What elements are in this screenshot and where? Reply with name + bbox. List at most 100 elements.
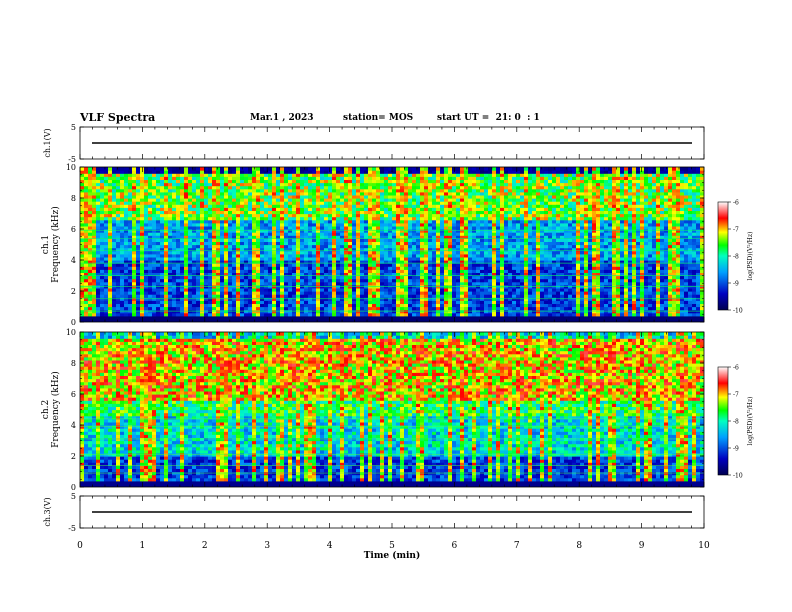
spectrogram-cell xyxy=(108,194,113,199)
spectrogram-cell xyxy=(420,315,425,320)
spectrogram-cell xyxy=(332,315,337,320)
spectrogram-cell xyxy=(364,244,369,249)
spectrogram-cell xyxy=(132,287,137,292)
spectrogram-cell xyxy=(396,194,401,199)
spectrogram-cell xyxy=(292,179,297,184)
spectrogram-cell xyxy=(116,182,121,187)
spectrogram-cell xyxy=(360,225,365,230)
spectrogram-cell xyxy=(120,287,125,292)
spectrogram-cell xyxy=(208,250,213,255)
spectrogram-cell xyxy=(468,198,473,202)
spectrogram-cell xyxy=(400,235,405,239)
spectrogram-cell xyxy=(196,272,201,277)
spectrogram-cell xyxy=(108,235,113,239)
spectrogram-cell xyxy=(296,306,301,311)
spectrogram-cell xyxy=(96,287,101,292)
spectrogram-cell xyxy=(424,207,429,211)
spectrogram-cell xyxy=(284,312,289,317)
spectrogram-cell xyxy=(96,244,101,249)
spectrogram-cell xyxy=(356,216,361,221)
spectrogram-cell xyxy=(256,182,261,187)
spectrogram-cell xyxy=(172,269,177,273)
spectrogram-cell xyxy=(280,207,285,211)
spectrogram-cell xyxy=(84,260,89,264)
spectrogram-cell xyxy=(140,247,145,252)
spectrogram-cell xyxy=(280,269,285,273)
spectrogram-cell xyxy=(300,232,305,236)
spectrogram-cell xyxy=(304,173,309,177)
spectrogram-cell xyxy=(84,198,89,202)
spectrogram-cell xyxy=(388,198,393,202)
spectrogram-cell xyxy=(216,250,221,255)
spectrogram-cell xyxy=(96,188,101,193)
spectrogram-cell xyxy=(236,176,241,180)
spectrogram-cell xyxy=(264,315,269,320)
spectrogram-cell xyxy=(84,222,89,227)
spectrogram-cell xyxy=(176,263,181,267)
spectrogram-cell xyxy=(296,238,301,242)
spectrogram-cell xyxy=(244,167,249,171)
spectrogram-cell xyxy=(448,170,453,174)
spectrogram-cell xyxy=(144,272,149,277)
spectrogram-cell xyxy=(456,173,461,177)
spectrogram-cell xyxy=(172,232,177,236)
spectrogram-cell xyxy=(348,244,353,249)
spectrogram-cell xyxy=(136,269,141,273)
spectrogram-cell xyxy=(384,275,389,280)
spectrogram-cell xyxy=(340,315,345,320)
spectrogram-cell xyxy=(408,222,413,227)
spectrogram-cell xyxy=(368,235,373,239)
spectrogram-cell xyxy=(404,238,409,242)
spectrogram-cell xyxy=(292,225,297,230)
spectrogram-cell xyxy=(340,213,345,218)
spectrogram-cell xyxy=(188,250,193,255)
spectrogram-cell xyxy=(272,275,277,280)
spectrogram-cell xyxy=(160,244,165,249)
spectrogram-cell xyxy=(420,216,425,221)
spectrogram-cell xyxy=(396,182,401,187)
spectrogram-cell xyxy=(200,210,205,215)
spectrogram-cell xyxy=(264,204,269,208)
spectrogram-cell xyxy=(308,312,313,317)
spectrogram-cell xyxy=(420,204,425,208)
spectrogram-cell xyxy=(184,303,189,308)
spectrogram-cell xyxy=(288,182,293,187)
spectrogram-cell xyxy=(84,207,89,211)
spectrogram-cell xyxy=(112,182,117,187)
spectrogram-cell xyxy=(352,287,357,292)
spectrogram-cell xyxy=(192,235,197,239)
spectrogram-cell xyxy=(88,256,93,261)
spectrogram-cell xyxy=(416,260,421,264)
spectrogram-cell xyxy=(180,247,185,252)
spectrogram-cell xyxy=(192,294,197,298)
spectrogram-cell xyxy=(420,179,425,184)
spectrogram-cell xyxy=(256,179,261,184)
spectrogram-cell xyxy=(240,185,245,190)
spectrogram-cell xyxy=(460,275,465,280)
spectrogram-cell xyxy=(384,194,389,199)
spectrogram-cell xyxy=(400,173,405,177)
spectrogram-cell xyxy=(248,179,253,184)
spectrogram-cell xyxy=(344,225,349,230)
spectrogram-cell xyxy=(184,315,189,320)
spectrogram-cell xyxy=(428,210,433,215)
spectrogram-cell xyxy=(400,250,405,255)
spectrogram-cell xyxy=(112,294,117,298)
spectrogram-cell xyxy=(88,238,93,242)
spectrogram-cell xyxy=(332,225,337,230)
spectrogram-cell xyxy=(124,312,129,317)
spectrogram-cell xyxy=(388,179,393,184)
spectrogram-cell xyxy=(168,198,173,202)
spectrogram-cell xyxy=(476,260,481,264)
spectrogram-cell xyxy=(392,281,397,286)
spectrogram-cell xyxy=(244,216,249,221)
spectrogram-cell xyxy=(164,238,169,242)
spectrogram-cell xyxy=(412,315,417,320)
spectrogram-cell xyxy=(468,194,473,199)
spectrogram-cell xyxy=(328,291,333,295)
spectrogram-cell xyxy=(80,244,85,249)
spectrogram-cell xyxy=(248,173,253,177)
spectrogram-cell xyxy=(460,194,465,199)
spectrogram-cell xyxy=(368,247,373,252)
spectrogram-cell xyxy=(424,201,429,205)
